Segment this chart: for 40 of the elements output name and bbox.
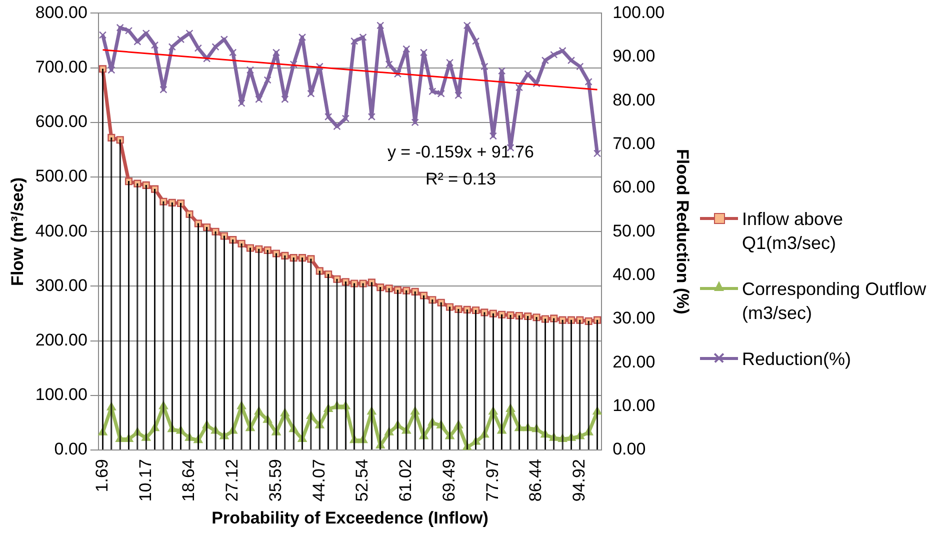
y-axis-title: Flow (m³/sec) (8, 177, 27, 286)
y-tick-label: 400.00 (35, 221, 88, 240)
y2-tick-label: 60.00 (612, 178, 656, 197)
y-tick-label: 600.00 (35, 112, 88, 132)
x-tick-label: 1.69 (92, 459, 112, 492)
y2-tick-label: 30.00 (612, 308, 656, 328)
y2-tick-label: 80.00 (612, 90, 656, 110)
y2-tick-label: 0.00 (612, 440, 646, 459)
annotation: y = -0.159x + 91.76 (387, 142, 534, 162)
y-tick-label: 0.00 (54, 440, 88, 459)
annotation: R² = 0.13 (426, 169, 496, 188)
x-tick-label: 35.59 (266, 459, 285, 502)
x-tick-label: 94.92 (570, 459, 589, 502)
x-tick-label: 52.54 (352, 459, 372, 502)
y-tick-label: 500.00 (35, 166, 88, 186)
y2-axis-title: Flood Reduction (%) (673, 148, 692, 314)
y2-tick-label: 70.00 (612, 134, 656, 153)
x-tick-label: 77.97 (482, 459, 502, 502)
x-tick-label: 69.49 (439, 459, 458, 502)
y2-tick-label: 10.00 (612, 396, 656, 416)
x-axis-title: Probability of Exceedence (Inflow) (212, 508, 488, 528)
legend-label: Corresponding Outflow (m3/sec) (742, 278, 927, 324)
y2-tick-label: 20.00 (612, 352, 656, 372)
x-tick-label: 86.44 (526, 459, 546, 502)
y2-tick-label: 100.00 (612, 2, 665, 22)
x-tick-label: 61.02 (396, 459, 416, 502)
y-tick-label: 200.00 (35, 330, 88, 350)
x-tick-label: 44.07 (309, 459, 328, 502)
x-tick-label: 18.64 (179, 459, 198, 502)
y-tick-label: 100.00 (35, 385, 88, 404)
legend-label: Inflow above Q1(m3/sec) (742, 208, 844, 254)
y-tick-label: 700.00 (35, 57, 88, 76)
x-tick-label: 27.12 (222, 459, 242, 502)
y2-tick-label: 90.00 (612, 46, 656, 66)
y2-tick-label: 40.00 (612, 265, 656, 284)
legend-label: Reduction(%) (742, 348, 852, 370)
y-tick-label: 800.00 (35, 2, 88, 22)
y2-tick-label: 50.00 (612, 221, 656, 240)
y-tick-label: 300.00 (35, 276, 88, 295)
x-tick-label: 10.17 (136, 459, 155, 502)
